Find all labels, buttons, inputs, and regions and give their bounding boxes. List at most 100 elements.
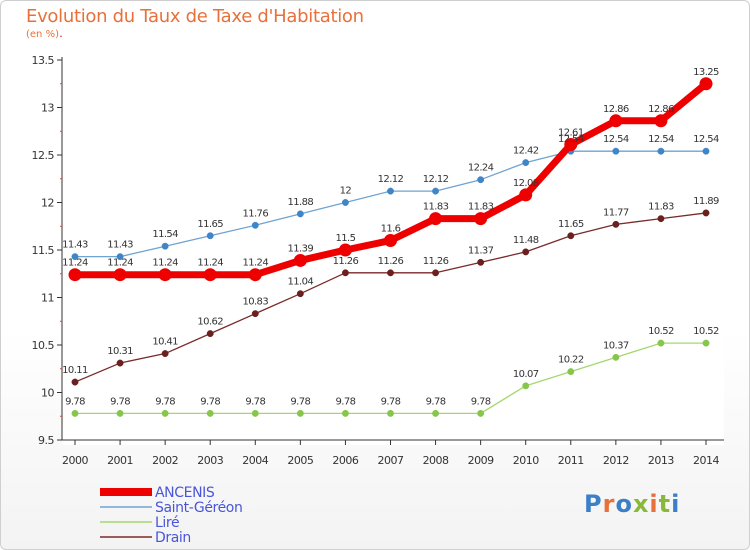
data-point-ancenis xyxy=(429,212,443,226)
data-point-drain xyxy=(161,350,169,357)
x-tick-label: 2010 xyxy=(513,454,539,467)
data-point-ancenis xyxy=(564,138,578,152)
data-point-saint-g-r-on xyxy=(71,253,79,261)
data-label-drain: 11.83 xyxy=(648,202,674,213)
data-point-drain xyxy=(387,269,394,277)
data-point-ancenis xyxy=(338,243,352,257)
data-label-drain: 11.65 xyxy=(558,219,584,230)
legend-label-ancenis: ANCENIS xyxy=(155,485,215,501)
logo-letter: t xyxy=(658,490,672,518)
y-tick-label: 11.5 xyxy=(32,244,55,257)
data-label-saint-g-r-on: 11.54 xyxy=(152,229,178,240)
data-point-saint-g-r-on xyxy=(341,199,349,206)
x-tick-label: 2007 xyxy=(378,454,404,467)
data-label-saint-g-r-on: 12.12 xyxy=(378,174,404,185)
data-label-drain: 11.89 xyxy=(693,196,719,207)
data-point-lir- xyxy=(477,409,485,417)
logo-letter: i xyxy=(649,490,659,518)
data-label-ancenis: 12.86 xyxy=(603,104,629,115)
data-point-ancenis xyxy=(609,114,623,128)
data-point-ancenis xyxy=(654,114,668,128)
data-point-lir- xyxy=(657,339,665,347)
data-label-saint-g-r-on: 11.43 xyxy=(107,240,133,251)
data-point-lir- xyxy=(341,409,349,417)
data-label-ancenis: 11.83 xyxy=(423,202,449,213)
data-label-lir-: 10.52 xyxy=(648,326,674,337)
data-point-drain xyxy=(612,220,620,228)
proxiti-logo: Proxiti xyxy=(584,490,680,518)
data-label-saint-g-r-on: 11.65 xyxy=(197,219,223,230)
y-tick-label: 13 xyxy=(41,102,54,115)
logo-letter: r xyxy=(602,490,616,518)
chart-subtitle: (en %) xyxy=(26,29,59,40)
x-tick-label: 2009 xyxy=(468,454,494,467)
data-label-lir-: 9.78 xyxy=(471,396,491,407)
data-point-saint-g-r-on xyxy=(387,187,394,195)
data-label-lir-: 10.07 xyxy=(513,369,539,380)
data-point-saint-g-r-on xyxy=(116,253,124,261)
data-label-drain: 10.41 xyxy=(152,337,178,348)
data-point-ancenis xyxy=(699,77,713,91)
chart-title: Evolution du Taux de Taxe d'Habitation xyxy=(26,6,364,27)
data-label-saint-g-r-on: 12.54 xyxy=(558,134,584,145)
data-point-ancenis xyxy=(68,268,82,282)
x-tick-label: 2013 xyxy=(648,454,674,467)
x-tick-label: 2008 xyxy=(423,454,449,467)
data-label-lir-: 9.78 xyxy=(65,396,85,407)
data-point-drain xyxy=(477,258,485,266)
data-label-saint-g-r-on: 12.54 xyxy=(693,134,719,145)
data-label-saint-g-r-on: 12.54 xyxy=(603,134,629,145)
data-point-saint-g-r-on xyxy=(206,232,214,240)
data-point-lir- xyxy=(432,409,440,417)
x-tick-label: 2011 xyxy=(558,454,584,467)
logo-letter: P xyxy=(584,490,603,518)
data-label-drain: 11.37 xyxy=(468,245,494,256)
logo-letter: i xyxy=(671,490,681,518)
data-point-saint-g-r-on xyxy=(702,147,710,155)
data-point-ancenis xyxy=(474,212,488,226)
y-tick-label: 13.5 xyxy=(32,54,55,67)
data-point-ancenis xyxy=(384,234,397,247)
data-label-lir-: 9.78 xyxy=(290,396,310,407)
data-label-saint-g-r-on: 12.24 xyxy=(468,163,494,174)
data-label-lir-: 9.78 xyxy=(110,396,130,407)
data-point-ancenis xyxy=(519,188,533,202)
data-point-saint-g-r-on xyxy=(296,210,304,218)
logo-letter: o xyxy=(615,490,633,518)
data-point-drain xyxy=(206,330,214,338)
data-point-lir- xyxy=(612,353,620,361)
data-label-drain: 11.26 xyxy=(423,256,449,267)
data-point-saint-g-r-on xyxy=(432,187,440,195)
data-label-drain: 10.11 xyxy=(62,365,88,376)
data-label-ancenis: 11.6 xyxy=(381,224,401,235)
data-label-ancenis: 11.24 xyxy=(197,258,223,269)
x-tick-label: 2004 xyxy=(242,454,268,467)
data-label-lir-: 10.22 xyxy=(558,355,584,366)
data-label-saint-g-r-on: 12.54 xyxy=(648,134,674,145)
data-point-drain xyxy=(567,232,575,240)
data-label-drain: 10.62 xyxy=(197,317,223,328)
data-label-drain: 10.83 xyxy=(242,297,268,308)
data-point-drain xyxy=(251,310,259,318)
x-tick-label: 2005 xyxy=(287,454,313,467)
data-point-drain xyxy=(116,359,124,367)
data-point-lir- xyxy=(296,409,304,417)
x-tick-label: 2006 xyxy=(332,454,358,467)
data-point-saint-g-r-on xyxy=(251,221,259,229)
data-label-ancenis: 11.83 xyxy=(468,202,494,213)
data-label-lir-: 9.78 xyxy=(426,396,446,407)
data-label-ancenis: 13.25 xyxy=(693,67,719,78)
data-label-drain: 11.48 xyxy=(513,235,539,246)
data-point-saint-g-r-on xyxy=(477,176,485,184)
x-tick-label: 2012 xyxy=(603,454,629,467)
legend-label-lir-: Liré xyxy=(155,515,179,531)
data-point-lir- xyxy=(206,409,214,417)
data-label-ancenis: 12.08 xyxy=(513,178,539,189)
data-label-lir-: 9.78 xyxy=(200,396,220,407)
data-point-lir- xyxy=(71,409,79,417)
legend-label-drain: Drain xyxy=(155,530,191,546)
data-label-lir-: 9.78 xyxy=(381,396,401,407)
data-point-lir- xyxy=(116,409,124,417)
data-label-drain: 11.04 xyxy=(288,277,314,288)
